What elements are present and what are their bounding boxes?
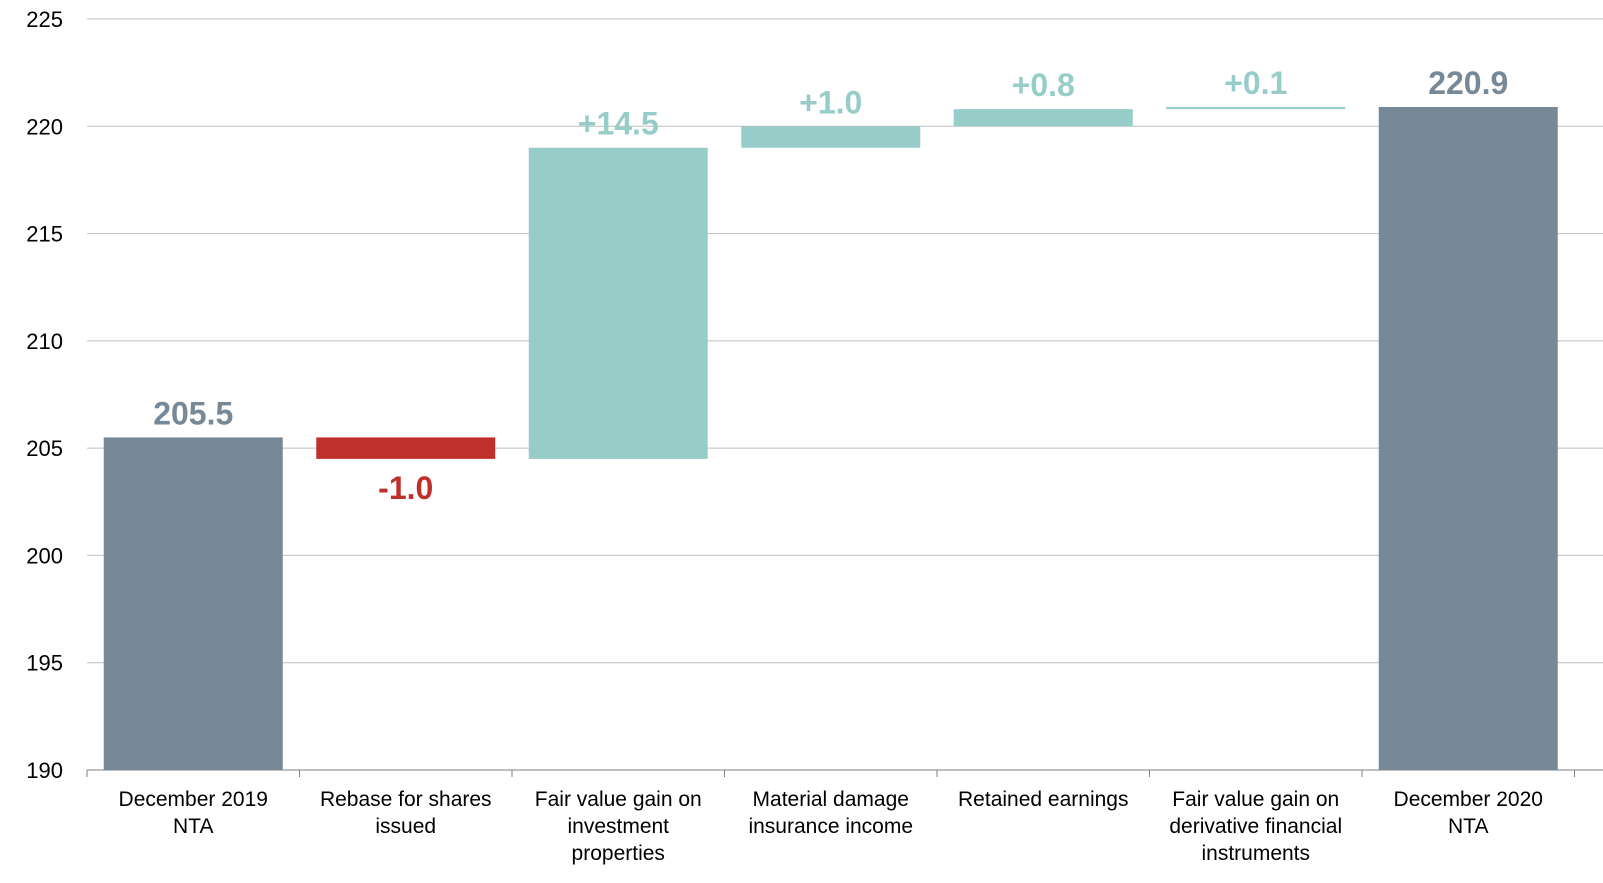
y-tick-label: 215 [26,222,63,247]
category-label-line: issued [375,815,436,838]
y-tick-label: 195 [26,651,63,676]
y-tick-label: 205 [26,436,63,461]
bar [528,147,708,459]
data-label: +14.5 [578,106,659,142]
category-label-line: December 2019 [119,788,268,811]
category-label-line: investment [567,815,669,838]
category-label-line: derivative financial [1169,815,1342,838]
data-label: +0.8 [1012,67,1075,103]
y-tick-label: 190 [26,758,63,783]
category-label-line: instruments [1201,842,1310,865]
data-label: 205.5 [153,395,233,431]
y-tick-label: 225 [26,7,63,32]
data-label: -1.0 [378,470,433,506]
category-label: Fair value gain on derivative financial in… [1169,788,1342,865]
category-label-line: Retained earnings [958,788,1128,811]
y-tick-label: 220 [26,114,63,139]
category-label: Retained earnings [958,788,1128,811]
bar [1166,106,1346,110]
bar [316,437,496,459]
bar [953,109,1133,127]
category-label-line: NTA [1448,815,1488,838]
bar [103,437,283,770]
category-label: Rebase for shares issued [320,788,492,838]
bar [1378,106,1558,770]
category-label-line: Fair value gain on [535,788,702,811]
category-label: Fair value gain on investment properties [535,788,702,865]
category-label-line: properties [572,842,665,865]
y-tick-label: 210 [26,329,63,354]
data-label: +0.1 [1224,65,1287,101]
data-label: 220.9 [1428,65,1508,101]
bar [741,126,921,148]
data-label: +1.0 [799,84,862,120]
category-label-line: Fair value gain on [1172,788,1339,811]
category-label-line: Rebase for shares [320,788,492,811]
category-label: December 2019 NTA [119,788,268,838]
category-label-line: NTA [173,815,213,838]
category-label-line: December 2020 [1394,788,1543,811]
category-label-line: Material damage [753,788,909,811]
y-tick-label: 200 [26,543,63,568]
category-label-line: insurance income [748,815,913,838]
category-label: December 2020 NTA [1394,788,1543,838]
category-label: Material damage insurance income [748,788,913,838]
